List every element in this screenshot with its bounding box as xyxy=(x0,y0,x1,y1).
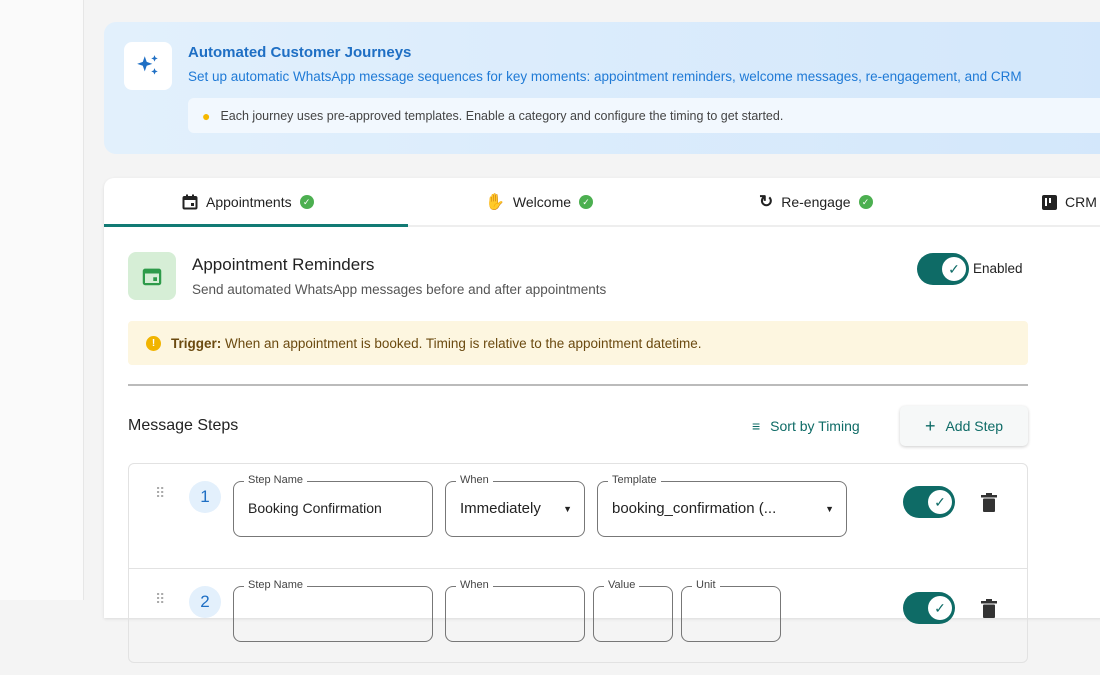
field-label: When xyxy=(456,579,493,591)
field-value: Immediately xyxy=(460,500,541,517)
banner-title: Automated Customer Journeys xyxy=(188,44,412,61)
plus-icon: + xyxy=(924,415,936,436)
tab-bar: Appointments ✓ ✋ Welcome ✓ ↻ Re-engage ✓… xyxy=(104,178,1100,227)
check-circle-icon: ✓ xyxy=(299,195,314,209)
check-circle-icon: ✓ xyxy=(579,195,594,209)
step-toggle[interactable]: ✓ xyxy=(903,486,955,518)
steps-title: Message Steps xyxy=(128,417,239,434)
field-label: Template xyxy=(608,474,661,486)
unit-select[interactable]: Unit xyxy=(681,579,781,642)
dropdown-arrow-icon: ▼ xyxy=(825,504,834,514)
template-select[interactable]: Template booking_confirmation (... ▼ xyxy=(597,474,847,537)
check-icon: ✓ xyxy=(928,490,952,514)
tab-label: Re-engage xyxy=(781,194,851,210)
sort-button[interactable]: ≡ Sort by Timing xyxy=(752,418,860,434)
info-icon: ! xyxy=(146,335,161,351)
step-name-input[interactable]: Step Name Booking Confirmation xyxy=(233,474,433,537)
step-row: ⠿ 2 Step Name When Value Unit ✓ xyxy=(129,570,1027,675)
enabled-label: Enabled xyxy=(973,261,1023,276)
enable-toggle[interactable]: ✓ xyxy=(917,253,969,285)
field-label: Value xyxy=(604,579,640,591)
tab-welcome[interactable]: ✋ Welcome ✓ xyxy=(485,178,594,226)
dropdown-arrow-icon: ▼ xyxy=(563,504,572,514)
lightbulb-icon: ● xyxy=(202,107,211,124)
tab-label: Appointments xyxy=(206,194,292,210)
step-row: ⠿ 1 Step Name Booking Confirmation When Im… xyxy=(129,464,1027,569)
add-step-button[interactable]: + Add Step xyxy=(900,406,1028,446)
waving-hand-icon: ✋ xyxy=(485,194,505,211)
drag-handle-icon[interactable]: ⠿ xyxy=(155,591,165,607)
field-value: Booking Confirmation xyxy=(248,500,382,516)
sidebar xyxy=(0,0,84,600)
section-subtitle: Send automated WhatsApp messages before … xyxy=(192,282,607,297)
step-number: 1 xyxy=(189,481,221,513)
sort-label: Sort by Timing xyxy=(770,418,860,434)
trash-icon[interactable] xyxy=(981,493,997,512)
field-value: booking_confirmation (... xyxy=(612,500,777,517)
check-icon: ✓ xyxy=(942,257,966,281)
value-input[interactable]: Value xyxy=(593,579,673,642)
tab-appointments[interactable]: Appointments ✓ xyxy=(182,178,314,226)
trigger-text: When an appointment is booked. Timing is… xyxy=(225,335,702,351)
tip-box: ● Each journey uses pre-approved templat… xyxy=(188,98,1100,133)
drag-handle-icon[interactable]: ⠿ xyxy=(155,485,165,501)
when-select[interactable]: When xyxy=(445,579,585,642)
journey-card: Appointments ✓ ✋ Welcome ✓ ↻ Re-engage ✓… xyxy=(104,178,1100,663)
kanban-icon xyxy=(1042,194,1057,210)
field-label: Step Name xyxy=(244,579,308,591)
step-name-input[interactable]: Step Name xyxy=(233,579,433,642)
tab-crm[interactable]: CRM xyxy=(1042,178,1097,226)
tab-label: CRM xyxy=(1065,194,1097,210)
banner-subtitle: Set up automatic WhatsApp message sequen… xyxy=(188,69,1022,84)
tab-re-engage[interactable]: ↻ Re-engage ✓ xyxy=(759,178,873,226)
step-toggle[interactable]: ✓ xyxy=(903,592,955,624)
steps-list: ⠿ 1 Step Name Booking Confirmation When Im… xyxy=(128,463,1028,663)
trash-icon[interactable] xyxy=(981,599,997,618)
active-tab-indicator xyxy=(104,224,408,227)
tab-label: Welcome xyxy=(512,194,572,210)
section-title: Appointment Reminders xyxy=(192,255,375,274)
sort-icon: ≡ xyxy=(752,418,761,434)
refresh-icon: ↻ xyxy=(759,192,774,211)
field-label: Step Name xyxy=(244,474,308,486)
trigger-label: Trigger: xyxy=(171,335,222,351)
calendar-icon xyxy=(128,252,176,300)
field-label: Unit xyxy=(692,579,720,591)
step-number: 2 xyxy=(189,586,221,618)
calendar-icon xyxy=(182,194,198,210)
divider xyxy=(128,384,1028,386)
tip-text: Each journey uses pre-approved templates… xyxy=(220,108,784,123)
field-label: When xyxy=(456,474,493,486)
add-step-label: Add Step xyxy=(945,418,1004,434)
check-circle-icon: ✓ xyxy=(858,195,873,209)
info-banner: Automated Customer Journeys Set up autom… xyxy=(104,22,1100,154)
sparkles-icon xyxy=(124,42,172,90)
trigger-notice: ! Trigger: When an appointment is booked… xyxy=(128,321,1028,365)
when-select[interactable]: When Immediately ▼ xyxy=(445,474,585,537)
